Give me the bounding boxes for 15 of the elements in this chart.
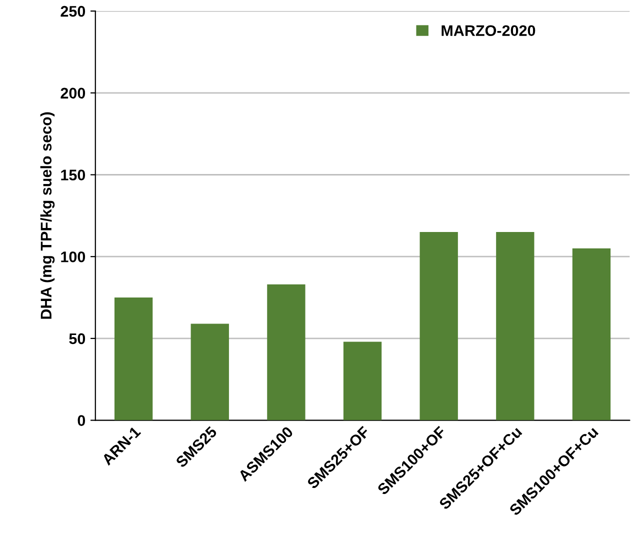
y-axis-title: DHA (mg TPF/kg suelo seco) — [40, 112, 55, 319]
legend-label: MARZO-2020 — [442, 25, 536, 36]
y-tick-label: 250 — [60, 6, 86, 17]
bar — [343, 342, 382, 420]
bar — [190, 324, 229, 420]
y-tick-label: 50 — [69, 333, 86, 344]
y-tick-label: 100 — [61, 251, 86, 262]
bar — [267, 284, 306, 420]
bar — [496, 232, 534, 420]
y-tick-label: 150 — [61, 170, 86, 180]
y-tick-label: 0 — [78, 415, 86, 426]
bar — [114, 298, 153, 420]
y-tick-label: 200 — [60, 88, 86, 99]
bar — [572, 248, 611, 420]
bar — [420, 232, 458, 420]
